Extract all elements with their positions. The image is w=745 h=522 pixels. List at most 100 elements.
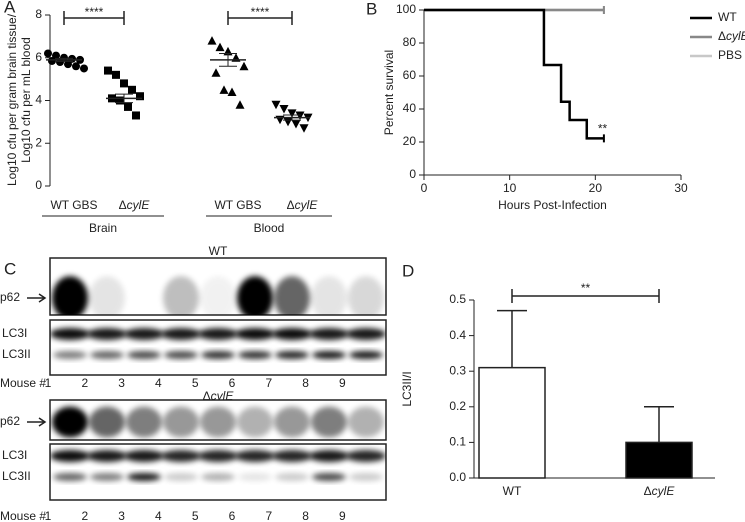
lane-axis-label: Mouse #: [0, 376, 46, 390]
point: [219, 85, 229, 94]
y-axis-label: Percent survival: [382, 50, 396, 135]
point: [239, 61, 249, 71]
lane-axis-label: Mouse #: [0, 509, 46, 522]
point: [48, 56, 56, 65]
point: [80, 64, 88, 73]
legend-label: WT: [718, 10, 737, 24]
blot-bands: [52, 276, 384, 315]
legend-label: PBS: [718, 48, 742, 62]
x-tick-label: 0: [421, 181, 428, 195]
lane-label: 4: [155, 509, 162, 522]
y-axis-label: Log10 cfu per mL blood: [19, 37, 33, 163]
band: [235, 328, 275, 340]
point: [104, 66, 112, 75]
band: [161, 450, 201, 462]
point: [279, 105, 289, 114]
band: [349, 473, 383, 481]
lane-label: 4: [155, 376, 162, 390]
lane-label: 5: [192, 376, 199, 390]
band: [349, 351, 383, 359]
x-tick-label: WT: [503, 484, 522, 498]
group-label: Brain: [89, 221, 117, 235]
band: [311, 276, 347, 315]
lane-label: 1: [45, 509, 52, 522]
band: [89, 406, 125, 438]
band: [348, 406, 384, 438]
band: [309, 328, 349, 340]
row-label: LC3II: [2, 469, 31, 483]
point: [295, 111, 305, 120]
arrow: [27, 417, 47, 427]
x-tick-label: ΔcylE: [119, 198, 151, 212]
point: [72, 62, 80, 71]
band: [235, 450, 275, 462]
y-tick-label: 0.1: [449, 435, 466, 449]
band: [274, 276, 310, 315]
band: [237, 406, 273, 438]
point: [112, 70, 120, 79]
band: [311, 406, 347, 438]
y-tick-label: 6: [35, 50, 42, 64]
annotation: **: [598, 122, 608, 136]
y-tick-label: 0: [409, 167, 416, 181]
band: [53, 473, 87, 481]
lane-label: 8: [302, 509, 309, 522]
lane-label: 9: [339, 509, 346, 522]
survival-line: [424, 8, 604, 140]
sem-bar: [115, 93, 133, 104]
lane-label: 7: [265, 509, 272, 522]
lane-label: 3: [118, 376, 125, 390]
band: [124, 450, 164, 462]
band: [124, 328, 164, 340]
y-axis-label: LC3II/I: [400, 371, 414, 406]
panel-label: B: [366, 0, 377, 18]
panel-label: A: [4, 0, 16, 16]
band: [312, 351, 346, 359]
y-tick-label: 20: [403, 134, 417, 148]
lane-label: 7: [265, 376, 272, 390]
panel-label: D: [402, 261, 414, 280]
legend-label: ΔcylE: [718, 29, 745, 43]
y-tick-label: 2: [35, 135, 42, 149]
lane-label: 8: [302, 376, 309, 390]
point: [227, 87, 237, 96]
band: [163, 406, 199, 438]
point: [211, 68, 221, 77]
y-axis-label: Log10 cfu per gram brain tissue/: [5, 13, 19, 186]
band: [272, 328, 312, 340]
point: [128, 85, 136, 94]
row-label: LC3I: [2, 448, 27, 462]
y-tick-label: 4: [35, 93, 42, 107]
lane-label: 9: [339, 376, 346, 390]
band: [275, 351, 309, 359]
x-tick-label: 20: [589, 181, 603, 195]
lane-label: 1: [45, 376, 52, 390]
blot-bands: [52, 406, 384, 438]
significance-label: **: [581, 281, 591, 295]
band: [126, 406, 162, 438]
band: [309, 450, 349, 462]
point: [136, 92, 144, 101]
band: [52, 406, 88, 438]
sem-bar: [219, 52, 237, 67]
band: [198, 328, 238, 340]
band: [198, 450, 238, 462]
lane-label: 5: [192, 509, 199, 522]
arrow: [27, 293, 47, 303]
lane-label: 2: [81, 376, 88, 390]
sem-bar: [283, 114, 301, 121]
x-tick-label: ΔcylE: [644, 484, 676, 498]
point: [235, 100, 245, 109]
significance-bracket: [511, 289, 660, 303]
bar: [478, 366, 546, 479]
y-tick-label: 0.5: [449, 292, 466, 306]
band: [201, 473, 235, 481]
x-tick-label: ΔcylE: [287, 198, 319, 212]
band: [87, 450, 127, 462]
lane-label: 2: [81, 509, 88, 522]
band: [89, 276, 125, 315]
lane-label: 6: [229, 509, 236, 522]
x-tick-label: WT GBS: [50, 198, 97, 212]
band: [164, 473, 198, 481]
band: [127, 351, 161, 359]
